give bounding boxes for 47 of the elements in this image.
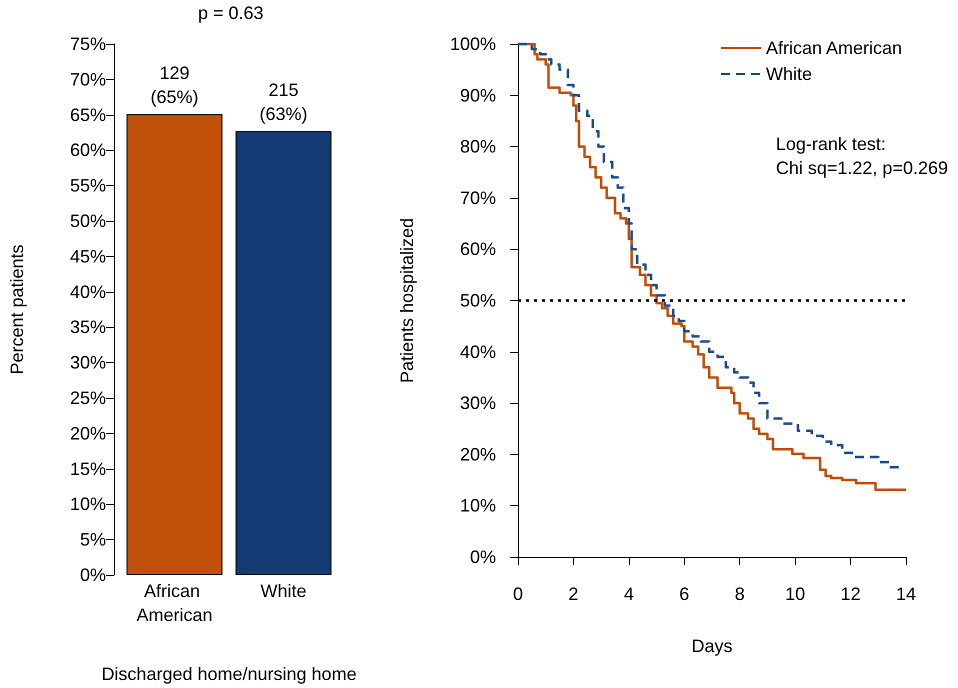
x-tick-label: 8 xyxy=(734,584,745,604)
y-tick-label: 30% xyxy=(70,352,106,373)
y-axis-title: Patients hospitalized xyxy=(397,218,417,384)
y-axis-title: Percent patients xyxy=(7,244,27,375)
y-tick-label: 50% xyxy=(460,290,496,310)
annotation: Log-rank test: Chi sq=1.22, p=0.269 xyxy=(776,134,948,178)
x-tick-label: African American xyxy=(136,581,213,625)
y-tick-label: 60% xyxy=(460,239,496,260)
data-label: 129 (65%) xyxy=(150,63,199,108)
data-label: 215 (63%) xyxy=(259,80,308,124)
x-tick-label: 12 xyxy=(840,584,861,604)
y-tick-label: 0% xyxy=(80,565,106,585)
y-tick-label: 0% xyxy=(470,547,496,567)
x-tick-label: 2 xyxy=(568,584,578,604)
y-tick-label: 40% xyxy=(70,282,106,302)
y-tick-label: 80% xyxy=(460,136,496,157)
x-tick-label: 4 xyxy=(624,584,634,604)
x-axis-title: Days xyxy=(691,636,733,656)
y-tick-label: 70% xyxy=(460,188,496,208)
y-tick-label: 50% xyxy=(70,211,106,231)
text: p = 0.63 xyxy=(198,3,264,23)
y-tick-label: 10% xyxy=(460,496,496,516)
x-tick-label: 10 xyxy=(785,584,806,604)
x-tick-label: White xyxy=(260,581,307,601)
y-tick-label: 40% xyxy=(460,342,496,362)
y-tick-label: 55% xyxy=(70,176,106,196)
y-tick-label: 35% xyxy=(70,317,106,338)
x-tick-label: 14 xyxy=(896,584,916,604)
y-tick-label: 15% xyxy=(70,458,106,479)
y-tick-label: 60% xyxy=(70,140,106,160)
y-tick-label: 10% xyxy=(70,494,106,514)
y-tick-label: 70% xyxy=(70,69,106,90)
legend-label: White xyxy=(766,64,812,84)
y-tick-label: 20% xyxy=(70,423,106,444)
y-tick-label: 100% xyxy=(450,34,496,54)
x-tick-label: 0 xyxy=(512,584,524,604)
x-tick-label: 6 xyxy=(679,584,690,604)
y-tick-label: 65% xyxy=(70,104,106,125)
y-tick-label: 45% xyxy=(70,246,106,266)
x-axis-title: Discharged home/nursing home xyxy=(101,664,357,684)
y-tick-label: 75% xyxy=(70,34,106,54)
legend-label: African American xyxy=(766,38,902,58)
y-tick-label: 20% xyxy=(460,444,496,464)
y-tick-label: 5% xyxy=(80,530,106,550)
y-tick-label: 25% xyxy=(70,388,106,408)
y-tick-label: 30% xyxy=(460,393,496,414)
y-tick-label: 90% xyxy=(460,85,496,106)
